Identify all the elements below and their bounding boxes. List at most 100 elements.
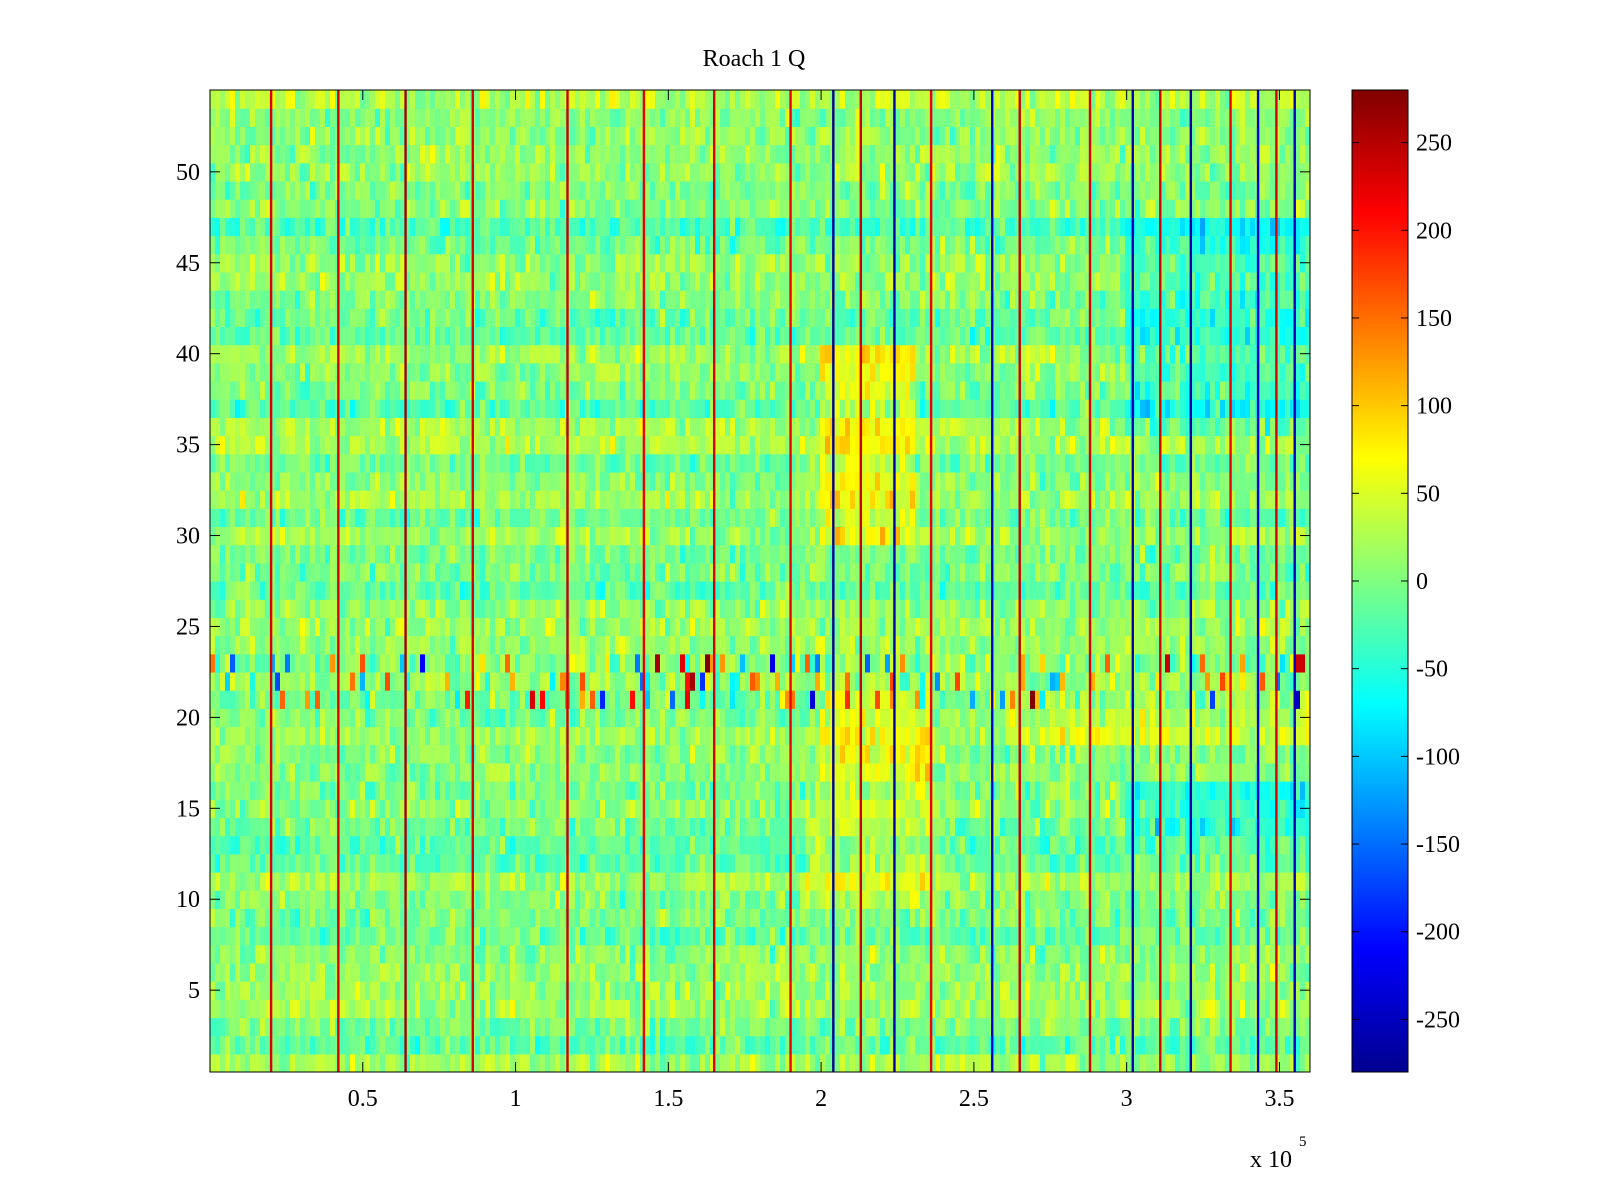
heatmap-cell [920, 799, 926, 819]
heatmap-cell [410, 944, 416, 964]
heatmap-cell [750, 726, 756, 746]
heatmap-cell [1230, 835, 1236, 855]
heatmap-cell [235, 671, 241, 691]
heatmap-cell [655, 781, 661, 800]
heatmap-cell [1015, 799, 1021, 819]
heatmap-cell [1020, 962, 1026, 982]
heatmap-cell [435, 671, 441, 691]
heatmap-cell [820, 944, 826, 964]
heatmap-cell [690, 653, 696, 673]
heatmap-cell [695, 690, 701, 709]
heatmap-cell [645, 690, 651, 709]
heatmap-cell [745, 999, 751, 1019]
heatmap-cell [970, 726, 976, 746]
heatmap-cell [255, 690, 261, 709]
heatmap-cell [1170, 1035, 1176, 1055]
heatmap-cell [285, 926, 291, 946]
heatmap-cell [1275, 1017, 1281, 1037]
heatmap-cell [575, 962, 581, 982]
heatmap-cell [1260, 708, 1266, 728]
heatmap-cell [620, 799, 626, 819]
heatmap-cell [665, 835, 671, 855]
heatmap-cell [395, 781, 401, 800]
heatmap-cell [610, 890, 616, 909]
heatmap-cell [860, 999, 866, 1019]
heatmap-cell [435, 890, 441, 909]
heatmap-cell [1030, 690, 1036, 709]
heatmap-cell [680, 871, 686, 891]
heatmap-cell [410, 744, 416, 764]
heatmap-cell [250, 1035, 256, 1055]
heatmap-cell [395, 981, 401, 1000]
heatmap-cell [510, 908, 516, 928]
heatmap-cell [280, 781, 286, 800]
heatmap-cell [235, 853, 241, 873]
heatmap-cell [975, 1035, 981, 1055]
heatmap-cell [510, 981, 516, 1000]
heatmap-cell [755, 835, 761, 855]
heatmap-cell [945, 1053, 951, 1072]
heatmap-cell [940, 1017, 946, 1037]
heatmap-cell [1100, 1017, 1106, 1037]
heatmap-cell [1065, 744, 1071, 764]
heatmap-cell [510, 690, 516, 709]
heatmap-cell [1140, 1053, 1146, 1072]
heatmap-cell [515, 890, 521, 909]
heatmap-cell [370, 1053, 376, 1072]
heatmap-cell [1055, 981, 1061, 1000]
heatmap-cell [465, 835, 471, 855]
heatmap-cell [400, 981, 406, 1000]
heatmap-cell [1185, 690, 1191, 709]
heatmap-cell [530, 708, 536, 728]
heatmap-cell [860, 817, 866, 837]
heatmap-cell [1040, 799, 1046, 819]
heatmap-cell [1295, 962, 1301, 982]
heatmap-cell [625, 762, 631, 782]
heatmap-cell [1240, 708, 1246, 728]
heatmap-cell [895, 726, 901, 746]
heatmap-cell [680, 981, 686, 1000]
heatmap-cell [265, 962, 271, 982]
heatmap-cell [900, 1017, 906, 1037]
heatmap-cell [425, 1035, 431, 1055]
heatmap-cell [250, 926, 256, 946]
heatmap-cell [780, 1053, 786, 1072]
heatmap-cell [735, 744, 741, 764]
heatmap-cell [800, 871, 806, 891]
heatmap-cell [1040, 962, 1046, 982]
heatmap-cell [1015, 908, 1021, 928]
heatmap-cell [1235, 871, 1241, 891]
heatmap-cell [935, 908, 941, 928]
heatmap-cell [1100, 799, 1106, 819]
heatmap-cell [255, 835, 261, 855]
heatmap-cell [600, 1035, 606, 1055]
heatmap-cell [735, 890, 741, 909]
heatmap-cell [1220, 708, 1226, 728]
heatmap-cell [625, 962, 631, 982]
heatmap-cell [1250, 817, 1256, 837]
heatmap-cell [605, 726, 611, 746]
heatmap-cell [350, 708, 356, 728]
heatmap-cell [560, 690, 566, 709]
heatmap-cell [1195, 926, 1201, 946]
heatmap-cell [1025, 871, 1031, 891]
heatmap-cell [440, 817, 446, 837]
heatmap-cell [975, 835, 981, 855]
heatmap-cell [1010, 853, 1016, 873]
heatmap-cell [370, 944, 376, 964]
heatmap-cell [650, 653, 656, 673]
heatmap-cell [430, 1053, 436, 1072]
heatmap-cell [995, 999, 1001, 1019]
heatmap-cell [1200, 781, 1206, 800]
heatmap-cell [515, 653, 521, 673]
heatmap-cell [950, 726, 956, 746]
heatmap-cell [1095, 1053, 1101, 1072]
heatmap-cell [770, 1035, 776, 1055]
heatmap-cell [775, 817, 781, 837]
heatmap-cell [320, 908, 326, 928]
heatmap-cell [270, 708, 276, 728]
heatmap-cell [590, 926, 596, 946]
heatmap-cell [560, 962, 566, 982]
heatmap-cell [960, 762, 966, 782]
heatmap-cell [660, 726, 666, 746]
